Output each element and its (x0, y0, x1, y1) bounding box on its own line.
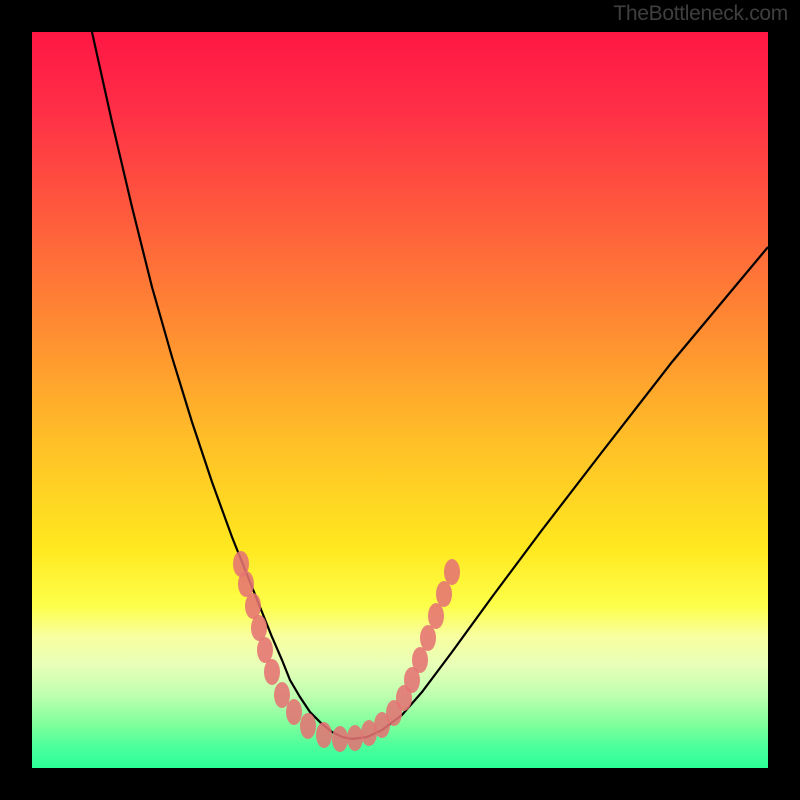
curve-marker (300, 713, 316, 739)
curve-marker (412, 647, 428, 673)
curve-marker (347, 725, 363, 751)
curve-marker (286, 699, 302, 725)
curve-marker (238, 571, 254, 597)
curve-marker (274, 682, 290, 708)
curve-marker (444, 559, 460, 585)
curve-marker (420, 625, 436, 651)
curve-marker (428, 603, 444, 629)
bottleneck-plot (32, 32, 768, 768)
watermark-text: TheBottleneck.com (613, 2, 788, 26)
chart-frame: TheBottleneck.com (0, 0, 800, 800)
curve-marker (316, 722, 332, 748)
curve-marker (264, 659, 280, 685)
curve-marker (257, 637, 273, 663)
curve-marker (436, 581, 452, 607)
gradient-background (32, 32, 768, 768)
curve-marker (332, 726, 348, 752)
